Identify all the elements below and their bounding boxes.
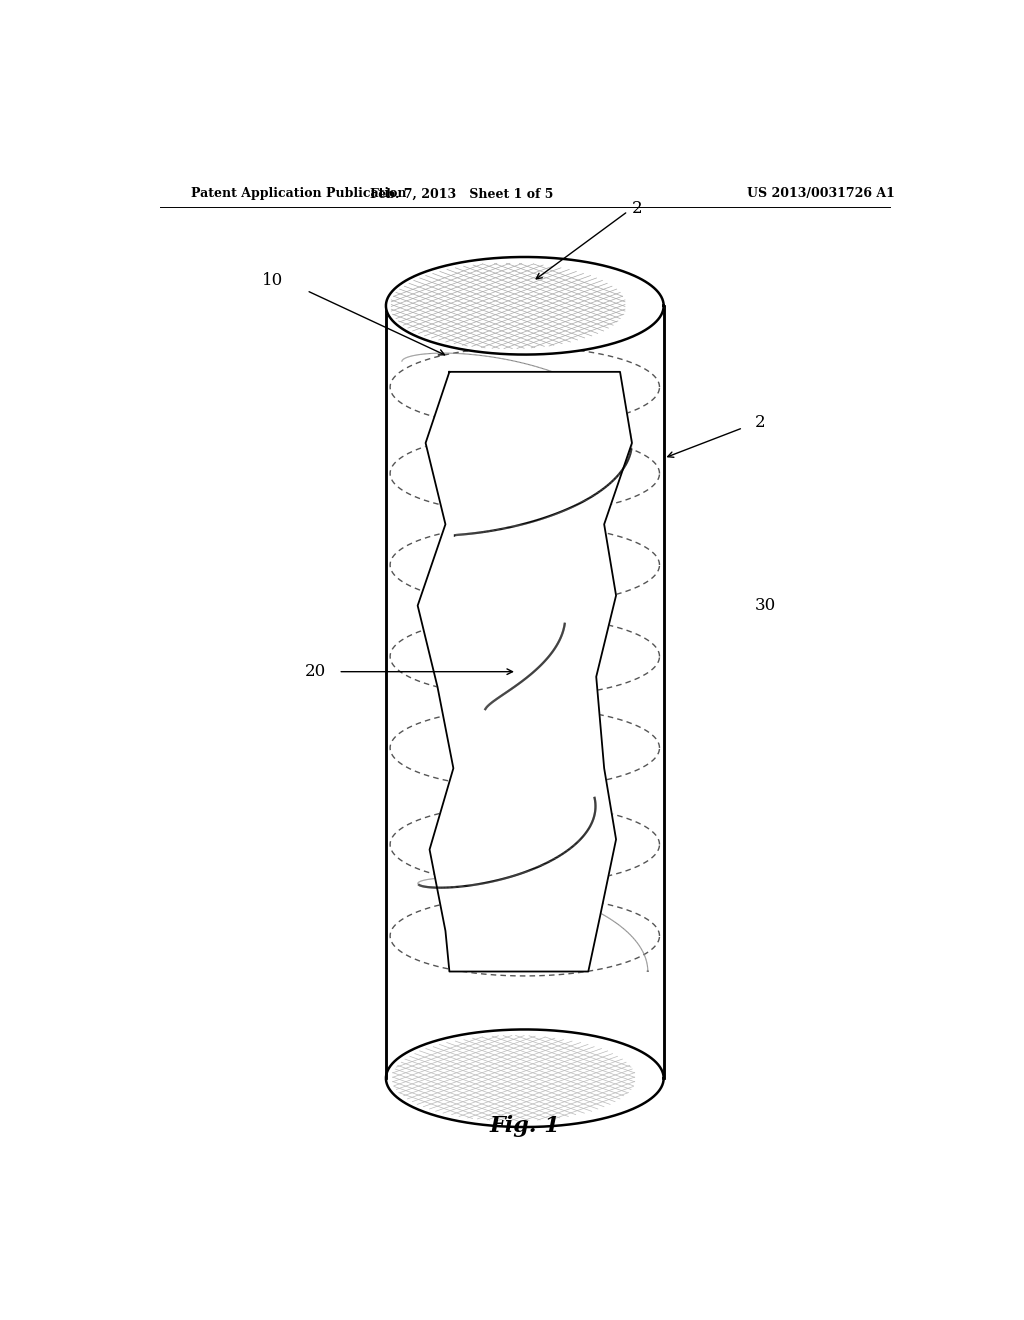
- Polygon shape: [418, 372, 632, 972]
- Text: 20: 20: [305, 663, 327, 680]
- Text: 2: 2: [755, 414, 766, 432]
- Text: Patent Application Publication: Patent Application Publication: [191, 187, 407, 201]
- Polygon shape: [386, 1030, 664, 1127]
- Text: Fig. 1: Fig. 1: [489, 1115, 560, 1137]
- Text: Feb. 7, 2013   Sheet 1 of 5: Feb. 7, 2013 Sheet 1 of 5: [370, 187, 553, 201]
- Text: 10: 10: [261, 272, 283, 289]
- Polygon shape: [386, 257, 664, 355]
- Text: US 2013/0031726 A1: US 2013/0031726 A1: [748, 187, 895, 201]
- Text: 30: 30: [755, 597, 776, 614]
- Text: 2: 2: [632, 199, 643, 216]
